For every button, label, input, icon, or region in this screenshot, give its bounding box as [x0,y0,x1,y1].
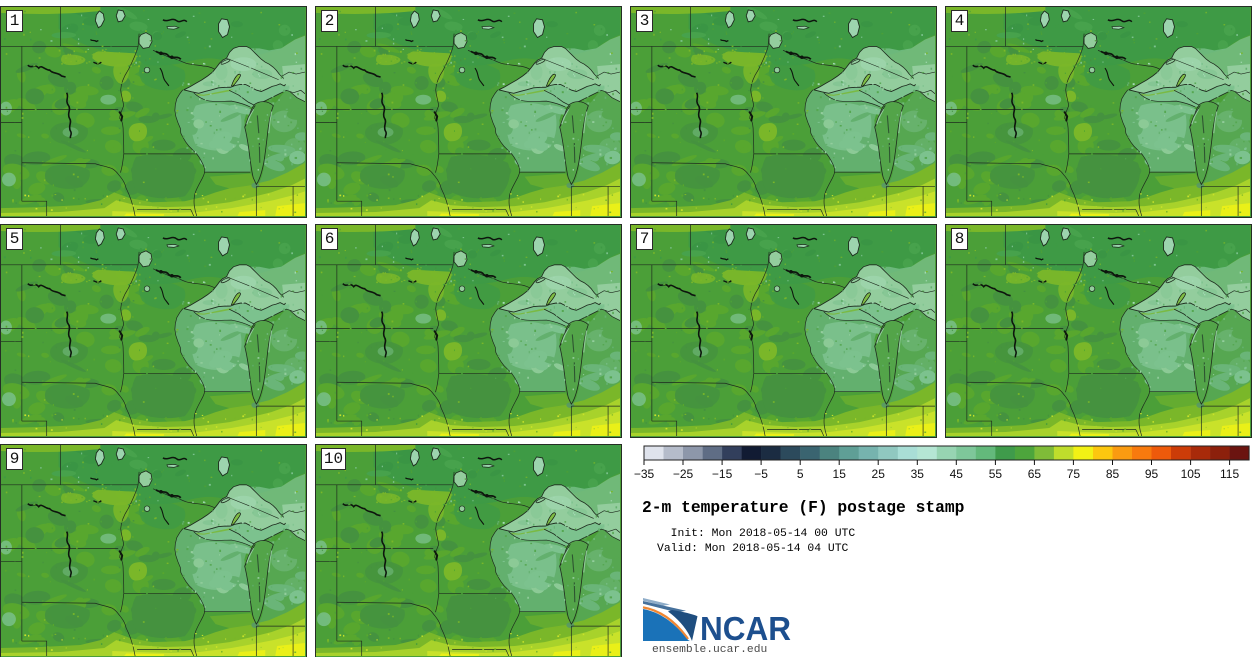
svg-text:45: 45 [950,467,964,481]
svg-text:15: 15 [833,467,847,481]
svg-text:−5: −5 [754,467,768,481]
svg-text:−15: −15 [712,467,733,481]
svg-text:85: 85 [1106,467,1120,481]
svg-text:−25: −25 [673,467,694,481]
svg-text:5: 5 [797,467,804,481]
svg-text:105: 105 [1181,467,1201,481]
svg-text:25: 25 [872,467,886,481]
svg-text:35: 35 [911,467,925,481]
svg-text:95: 95 [1145,467,1159,481]
svg-text:55: 55 [989,467,1003,481]
svg-text:NCAR: NCAR [700,610,791,647]
svg-text:65: 65 [1028,467,1042,481]
svg-text:115: 115 [1220,467,1239,481]
svg-text:75: 75 [1067,467,1081,481]
svg-text:−35: −35 [634,467,655,481]
